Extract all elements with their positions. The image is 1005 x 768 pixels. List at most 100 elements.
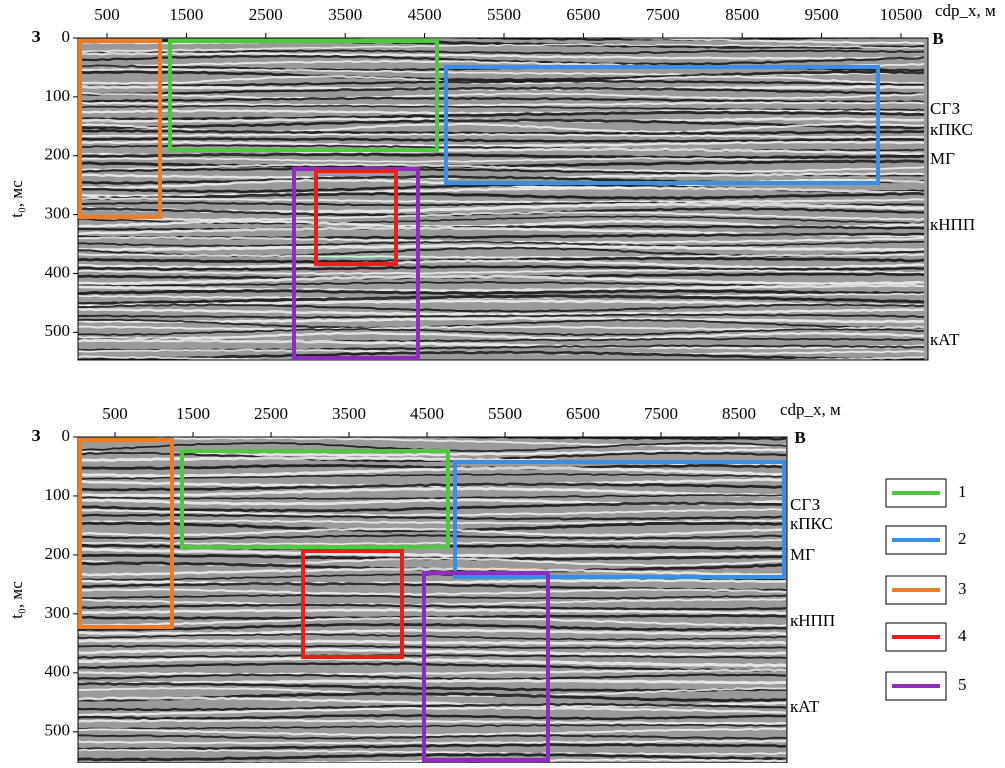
reflector — [78, 240, 924, 248]
reflector — [78, 739, 787, 745]
reflector — [78, 118, 925, 130]
x-tick-label: 6500 — [566, 5, 600, 24]
legend-label: 4 — [958, 626, 967, 645]
reflector — [78, 527, 787, 537]
y-axis-label: t₀, мс — [7, 581, 26, 619]
reflector — [78, 283, 925, 293]
y-tick-label: 500 — [45, 721, 71, 740]
zone-outline — [301, 549, 404, 659]
reflector — [78, 752, 787, 762]
reflector — [78, 486, 787, 498]
y-tick-label: 400 — [45, 662, 71, 681]
reflector — [78, 49, 925, 55]
reflector — [78, 327, 925, 337]
reflector — [78, 364, 924, 372]
reflector — [78, 678, 787, 686]
x-tick-label: 1500 — [169, 5, 203, 24]
reflector — [78, 132, 925, 139]
reflector — [78, 289, 925, 296]
reflector — [78, 437, 787, 441]
y-tick-label: 500 — [45, 321, 71, 340]
x-tick-label: 500 — [102, 404, 128, 423]
reflector — [78, 163, 925, 173]
horizon-label: кПКС — [790, 514, 833, 533]
east-mark: В — [794, 428, 805, 447]
y-tick-label: 0 — [62, 27, 71, 46]
reflector — [78, 437, 787, 448]
reflector — [78, 92, 925, 100]
horizon-label: СГЗ — [930, 99, 960, 118]
y-tick-label: 100 — [45, 485, 71, 504]
x-tick-label: 5500 — [487, 5, 521, 24]
reflector — [78, 186, 925, 198]
reflector — [78, 734, 787, 740]
west-mark: З — [32, 27, 41, 46]
y-tick-label: 400 — [45, 262, 71, 281]
reflector — [78, 331, 925, 341]
reflector — [78, 656, 787, 668]
reflector — [78, 673, 786, 681]
reflector — [78, 719, 787, 725]
zone-outline — [168, 39, 439, 152]
reflector — [78, 157, 925, 163]
reflector — [78, 702, 787, 712]
y-axis-label: t₀, мс — [7, 180, 26, 218]
reflector — [78, 594, 787, 600]
horizon-label: СГЗ — [790, 495, 820, 514]
reflector — [78, 215, 925, 225]
horizon-label: МГ — [790, 545, 815, 564]
reflector — [78, 152, 925, 160]
reflector — [78, 104, 925, 112]
reflector — [78, 110, 925, 122]
y-tick-label: 200 — [45, 544, 71, 563]
reflector — [78, 86, 925, 96]
x-axis-label: cdp_x, м — [780, 400, 841, 419]
x-tick-label: 8500 — [722, 404, 756, 423]
zone-outline — [453, 460, 786, 579]
reflector — [78, 713, 787, 721]
reflector — [78, 191, 925, 201]
east-mark: В — [932, 29, 943, 48]
reflector — [78, 79, 924, 89]
zone-outline — [314, 169, 398, 266]
reflector — [78, 482, 787, 492]
x-tick-label: 2500 — [254, 404, 288, 423]
reflector — [78, 654, 787, 659]
reflector — [78, 338, 925, 350]
reflector — [78, 54, 925, 66]
zone-outline — [78, 39, 162, 219]
reflector — [78, 508, 787, 517]
x-tick-label: 500 — [94, 5, 120, 24]
reflector — [78, 274, 925, 286]
reflector — [78, 534, 787, 540]
reflector — [78, 513, 787, 521]
reflector — [78, 70, 925, 82]
reflector — [78, 140, 925, 148]
x-tick-label: 7500 — [644, 404, 678, 423]
x-tick-label: 8500 — [725, 5, 759, 24]
reflector — [78, 423, 786, 431]
horizon-label: кПКС — [930, 120, 973, 139]
zone-outline — [78, 438, 174, 629]
reflector — [78, 723, 787, 730]
zone-outline — [180, 449, 450, 549]
legend-label: 5 — [958, 675, 967, 694]
horizon-label: кАТ — [930, 330, 960, 349]
reflector — [78, 316, 925, 324]
reflector — [78, 355, 925, 360]
y-tick-label: 300 — [45, 204, 71, 223]
y-tick-label: 100 — [45, 86, 71, 105]
reflector — [78, 501, 787, 513]
horizon-label: кНПП — [790, 611, 835, 630]
reflector — [78, 196, 925, 204]
reflector — [78, 748, 787, 756]
reflector — [78, 43, 925, 53]
seismic-section — [78, 38, 928, 372]
x-axis-label: cdp_x, м — [935, 1, 996, 20]
reflector — [78, 628, 787, 636]
x-tick-label: 6500 — [566, 404, 600, 423]
reflector — [78, 638, 787, 646]
x-tick-label: 3500 — [328, 5, 362, 24]
reflector — [78, 706, 787, 717]
